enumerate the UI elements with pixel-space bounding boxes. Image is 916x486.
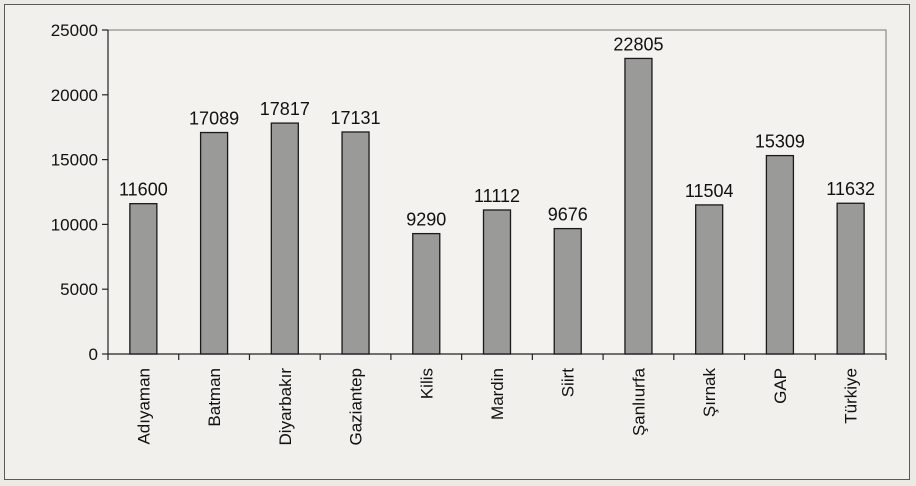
category-label: Diyarbakır: [276, 368, 295, 446]
category-label: Gaziantep: [347, 368, 366, 446]
y-tick-label: 0: [89, 345, 98, 364]
bar: [482, 209, 512, 355]
category-label: Türkiye: [842, 368, 861, 424]
data-label: 9290: [406, 210, 446, 230]
bar: [553, 227, 582, 355]
category-label: Kilis: [417, 368, 436, 399]
bar: [270, 122, 299, 355]
bar: [765, 154, 795, 355]
bar: [836, 202, 865, 355]
y-tick-label: 10000: [51, 215, 98, 234]
data-label: 11600: [119, 180, 168, 200]
bar: [129, 203, 158, 355]
data-label: 22805: [613, 34, 663, 54]
category-label: Mardin: [488, 368, 507, 420]
y-tick-label: 15000: [51, 151, 98, 170]
bar: [199, 131, 229, 355]
data-label: 15309: [755, 132, 805, 152]
data-label: 11112: [474, 186, 520, 206]
bar: [341, 131, 370, 355]
category-label: Siirt: [559, 368, 578, 398]
y-tick-label: 5000: [60, 280, 98, 299]
data-label: 17089: [189, 109, 239, 129]
y-tick-label: 20000: [51, 86, 98, 105]
category-label: Adıyaman: [134, 368, 153, 445]
category-label: Şanlıurfa: [629, 367, 648, 436]
bar: [412, 232, 441, 355]
category-label: Şırnak: [700, 368, 719, 418]
data-label: 11632: [826, 179, 875, 199]
category-label: GAP: [771, 368, 790, 404]
bar: [695, 204, 724, 355]
data-label: 11504: [685, 181, 734, 201]
bar: [624, 57, 653, 355]
data-label: 9676: [548, 205, 588, 225]
category-label: Batman: [205, 368, 224, 427]
y-tick-label: 25000: [51, 21, 98, 40]
data-label: 17131: [331, 108, 381, 128]
data-label: 17817: [260, 99, 310, 119]
